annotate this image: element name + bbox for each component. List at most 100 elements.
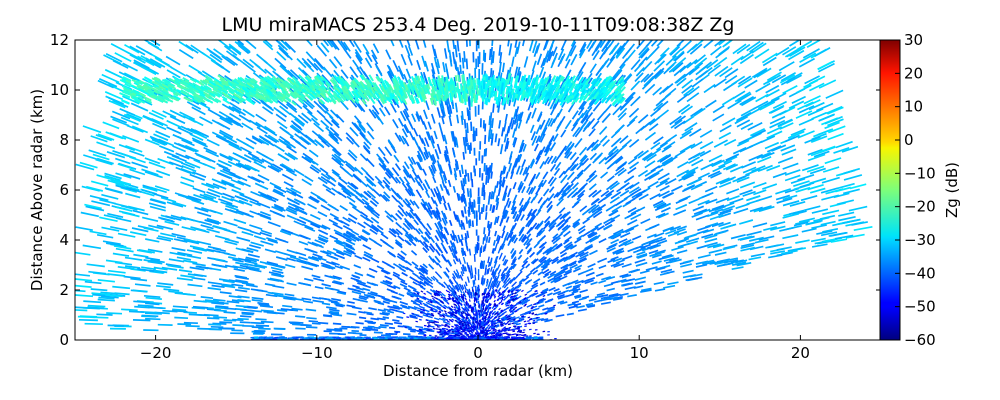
radar-gate xyxy=(465,40,468,47)
radar-gate xyxy=(158,145,175,153)
radar-gate xyxy=(278,47,290,59)
radar-gate xyxy=(428,245,435,253)
radar-gate xyxy=(572,221,580,228)
radar-gate xyxy=(419,318,422,321)
radar-gate xyxy=(776,246,792,251)
radar-gate xyxy=(321,302,331,306)
radar-gate xyxy=(578,61,587,74)
radar-gate xyxy=(548,286,556,292)
radar-gate xyxy=(529,160,536,169)
radar-gate xyxy=(407,235,414,242)
radar-gate xyxy=(357,222,366,229)
radar-gate xyxy=(535,124,542,135)
radar-gate xyxy=(211,131,227,141)
radar-gate xyxy=(403,176,410,185)
radar-gate xyxy=(413,292,421,298)
radar-gate xyxy=(225,204,239,212)
radar-gate xyxy=(606,56,616,68)
radar-gate xyxy=(630,58,641,71)
radar-gate xyxy=(165,55,181,66)
radar-gate xyxy=(485,296,489,303)
radar-gate xyxy=(532,321,538,324)
radar-gate xyxy=(290,187,302,195)
radar-gate xyxy=(496,235,501,244)
radar-gate xyxy=(316,44,328,57)
radar-gate xyxy=(320,204,331,212)
radar-gate xyxy=(524,293,528,296)
radar-gate xyxy=(171,246,186,252)
radar-gate xyxy=(190,226,206,232)
radar-gate xyxy=(441,180,446,188)
radar-gate xyxy=(331,156,342,166)
radar-gate xyxy=(342,190,352,198)
radar-gate xyxy=(569,164,577,172)
radar-gate xyxy=(306,248,318,254)
radar-gate xyxy=(257,301,270,305)
radar-gate xyxy=(546,51,552,63)
radar-gate xyxy=(181,139,195,147)
radar-gate xyxy=(361,198,370,206)
radar-gate xyxy=(326,306,337,310)
radar-gate xyxy=(441,195,447,204)
radar-gate xyxy=(453,138,457,148)
radar-gate xyxy=(761,151,775,159)
radar-gate xyxy=(627,156,638,165)
radar-gate xyxy=(615,200,624,207)
radar-gate xyxy=(241,248,254,254)
radar-gate xyxy=(390,306,401,310)
radar-gate xyxy=(466,276,470,283)
radar-gate xyxy=(221,284,236,289)
radar-gate xyxy=(482,292,485,296)
radar-gate xyxy=(358,316,367,320)
radar-gate xyxy=(343,250,353,256)
radar-gate xyxy=(196,153,212,162)
radar-gate xyxy=(438,193,443,201)
radar-gate xyxy=(753,189,767,196)
radar-gate xyxy=(424,149,430,158)
radar-gate xyxy=(463,307,466,311)
radar-gate xyxy=(451,311,455,314)
radar-gate xyxy=(438,220,444,229)
radar-gate xyxy=(660,202,672,209)
radar-gate xyxy=(510,304,514,307)
radar-gate xyxy=(615,47,626,59)
radar-gate xyxy=(145,256,161,261)
radar-gate xyxy=(588,225,599,233)
radar-gate xyxy=(842,218,859,224)
radar-gate xyxy=(843,174,863,181)
radar-gate xyxy=(471,220,474,227)
radar-gate xyxy=(357,235,368,243)
radar-gate xyxy=(746,199,761,206)
radar-gate xyxy=(641,152,653,161)
radar-gate xyxy=(191,137,207,146)
radar-gate xyxy=(682,173,695,181)
radar-gate xyxy=(487,315,490,319)
radar-gate xyxy=(606,175,615,182)
radar-gate xyxy=(503,295,506,299)
radar-gate xyxy=(201,182,215,189)
radar-gate xyxy=(535,209,542,217)
radar-gate xyxy=(420,234,428,243)
radar-gate xyxy=(350,326,360,329)
radar-gate xyxy=(409,314,417,318)
radar-gate xyxy=(409,189,416,197)
radar-gate xyxy=(418,134,424,144)
radar-gate xyxy=(485,308,488,311)
radar-gate xyxy=(738,75,752,85)
radar-gate xyxy=(584,267,594,273)
radar-gate xyxy=(736,111,752,122)
radar-gate xyxy=(559,53,566,64)
radar-gate xyxy=(511,235,517,242)
radar-gate xyxy=(650,142,661,150)
radar-gate xyxy=(398,293,405,297)
radar-gate xyxy=(469,190,472,198)
radar-gate xyxy=(492,329,496,332)
radar-gate xyxy=(126,124,144,133)
radar-gate xyxy=(567,101,576,113)
radar-gate xyxy=(332,223,343,230)
radar-gate xyxy=(329,133,339,142)
radar-gate xyxy=(666,61,677,71)
radar-gate xyxy=(422,309,426,312)
radar-gate xyxy=(174,316,189,320)
radar-gate xyxy=(453,136,458,146)
